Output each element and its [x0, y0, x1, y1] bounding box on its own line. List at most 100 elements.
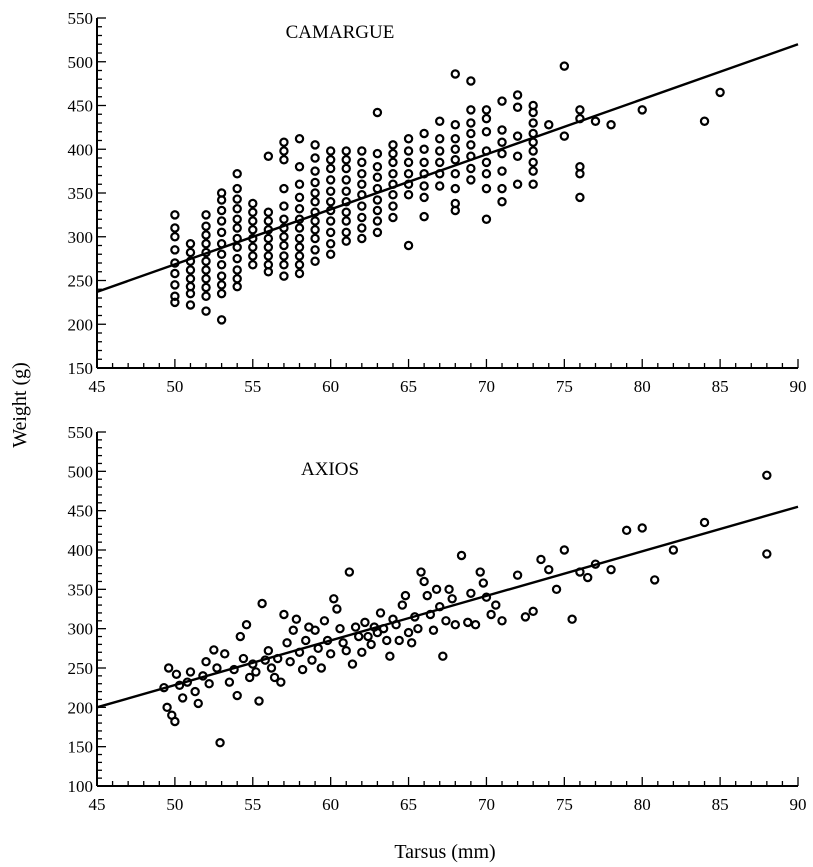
- camargue-data-point: [263, 267, 274, 277]
- camargue-data-point: [279, 183, 289, 194]
- axios-data-point: [344, 567, 355, 577]
- camargue-data-point: [372, 148, 383, 159]
- camargue-data-point: [185, 239, 196, 249]
- axios-data-point: [241, 620, 252, 630]
- camargue-data-point: [248, 216, 258, 226]
- camargue-data-point: [497, 148, 507, 159]
- camargue-data-point: [497, 125, 507, 135]
- axios-data-point: [528, 606, 538, 617]
- axios-points: [159, 470, 772, 748]
- camargue-data-point: [481, 183, 492, 194]
- axios-x-tick-label: 65: [400, 795, 417, 814]
- camargue-x-tick-label: 60: [322, 377, 339, 396]
- camargue-data-point: [372, 216, 383, 226]
- camargue-data-point: [481, 113, 492, 124]
- camargue-x-tick-label: 70: [478, 377, 495, 396]
- camargue-data-point: [528, 146, 538, 156]
- camargue-data-point: [372, 205, 383, 216]
- camargue-data-point: [310, 216, 320, 226]
- axios-y-tick-label: 500: [68, 462, 94, 481]
- camargue-data-point: [216, 205, 227, 216]
- axios-data-point: [447, 594, 457, 604]
- axios-data-point: [400, 590, 411, 601]
- camargue-data-point: [325, 249, 336, 259]
- axios-data-point: [357, 647, 367, 657]
- axios-y-tick-label: 300: [68, 620, 94, 639]
- axios-data-point: [536, 554, 546, 565]
- axios-data-point: [762, 470, 772, 480]
- camargue-data-point: [528, 118, 538, 128]
- axios-data-point: [419, 576, 429, 587]
- camargue-data-point: [216, 288, 227, 299]
- axios-data-point: [338, 638, 348, 648]
- camargue-data-point: [201, 230, 211, 240]
- camargue-data-point: [216, 227, 227, 238]
- camargue-data-point: [559, 131, 570, 141]
- axios-data-point: [497, 616, 507, 626]
- camargue-data-point: [450, 144, 460, 154]
- axios-data-point: [244, 672, 255, 683]
- axios-data-point: [282, 638, 292, 648]
- axios-data-point: [263, 645, 274, 656]
- axios-data-point: [310, 625, 320, 635]
- camargue-data-point: [201, 210, 211, 220]
- camargue-data-point: [325, 216, 336, 226]
- axios-data-point: [335, 623, 345, 634]
- axios-data-point: [220, 649, 230, 659]
- camargue-data-point: [512, 151, 523, 161]
- camargue-y-tick-label: 500: [68, 53, 94, 72]
- axios-data-point: [177, 693, 188, 703]
- camargue-title: CAMARGUE: [286, 22, 395, 43]
- axios-y-tick-label: 150: [68, 738, 94, 757]
- camargue-data-point: [248, 242, 258, 252]
- camargue-data-point: [279, 146, 289, 156]
- camargue-data-point: [341, 175, 351, 185]
- camargue-data-point: [201, 256, 211, 266]
- y-axis-label: Weight (g): [9, 362, 31, 448]
- camargue-panel: CAMARGUE 150 200 250 300 350 400 450 500 550 45 50…: [68, 9, 807, 396]
- camargue-data-point: [232, 223, 242, 233]
- camargue-data-point: [403, 157, 414, 168]
- camargue-data-point: [201, 239, 211, 249]
- camargue-data-point: [232, 281, 242, 292]
- camargue-data-point: [341, 186, 351, 196]
- axios-data-point: [475, 567, 485, 577]
- axios-data-point: [190, 686, 200, 697]
- camargue-data-point: [232, 214, 242, 224]
- camargue-data-point: [357, 146, 367, 156]
- camargue-data-point: [419, 211, 429, 222]
- axios-y-tick-label: 250: [68, 659, 94, 678]
- axios-x-tick-label: 80: [634, 795, 651, 814]
- axios-data-point: [444, 584, 454, 595]
- camargue-x-tick-label: 55: [244, 377, 261, 396]
- camargue-axes: 150 200 250 300 350 400 450 500 550 45 50 55 60 65 70 7…: [68, 9, 807, 396]
- camargue-data-point: [325, 155, 336, 165]
- axios-data-point: [232, 690, 242, 701]
- camargue-data-point: [372, 227, 383, 238]
- camargue-data-point: [279, 271, 289, 281]
- axios-y-tick-label: 400: [68, 541, 94, 560]
- camargue-data-point: [279, 155, 289, 165]
- axios-data-point: [301, 635, 311, 646]
- camargue-data-point: [481, 105, 492, 115]
- camargue-data-point: [325, 146, 336, 156]
- camargue-data-point: [388, 169, 398, 179]
- camargue-data-point: [466, 76, 476, 86]
- camargue-y-tick-label: 250: [68, 272, 94, 291]
- camargue-data-point: [590, 116, 601, 126]
- axios-data-point: [463, 617, 473, 628]
- axios-data-point: [567, 614, 577, 624]
- camargue-data-point: [341, 236, 351, 246]
- camargue-x-tick-label: 50: [166, 377, 183, 396]
- camargue-y-tick-label: 200: [68, 315, 94, 334]
- camargue-data-point: [450, 183, 460, 194]
- axios-data-point: [269, 672, 280, 683]
- camargue-data-point: [216, 249, 227, 259]
- camargue-x-tick-label: 85: [712, 377, 729, 396]
- camargue-y-tick-label: 550: [68, 9, 94, 28]
- camargue-data-point: [575, 192, 585, 203]
- axios-data-point: [288, 625, 298, 635]
- axios-data-point: [307, 655, 317, 665]
- camargue-data-point: [450, 155, 460, 165]
- camargue-data-point: [481, 157, 492, 168]
